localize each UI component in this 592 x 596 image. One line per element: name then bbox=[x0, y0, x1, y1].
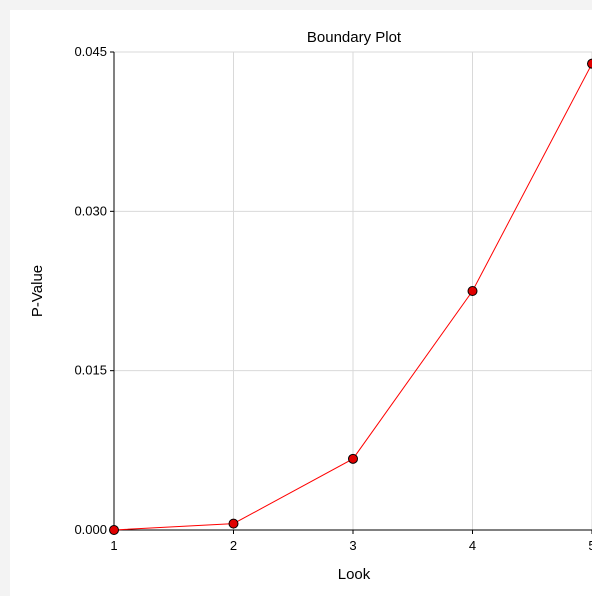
chart-title: Boundary Plot bbox=[307, 29, 402, 46]
y-tick-label: 0.045 bbox=[74, 44, 107, 59]
x-tick-label: 2 bbox=[230, 538, 237, 553]
x-axis-ticks: 1 2 3 4 5 bbox=[110, 530, 592, 553]
y-axis-ticks: 0.000 0.015 0.030 0.045 bbox=[74, 44, 114, 537]
x-tick-label: 5 bbox=[588, 538, 592, 553]
data-point bbox=[587, 58, 592, 69]
x-tick-label: 3 bbox=[349, 538, 356, 553]
y-tick-label: 0.015 bbox=[74, 363, 107, 378]
series bbox=[109, 58, 592, 535]
x-tick-label: 1 bbox=[110, 538, 117, 553]
y-tick-label: 0.000 bbox=[74, 522, 107, 537]
x-tick-label: 4 bbox=[469, 538, 476, 553]
y-axis-title: P-Value bbox=[29, 265, 46, 317]
boundary-plot-chart: 0.000 0.015 0.030 0.045 1 2 3 4 5 Boundary Plot… bbox=[29, 29, 592, 583]
data-point bbox=[467, 286, 478, 296]
x-axis-title: Look bbox=[338, 566, 371, 583]
chart-panel: 0.000 0.015 0.030 0.045 1 2 3 4 5 Boundary Plot… bbox=[10, 10, 592, 596]
y-tick-label: 0.030 bbox=[74, 203, 107, 218]
data-point bbox=[109, 525, 119, 535]
data-point bbox=[228, 518, 239, 529]
data-point bbox=[348, 453, 358, 464]
